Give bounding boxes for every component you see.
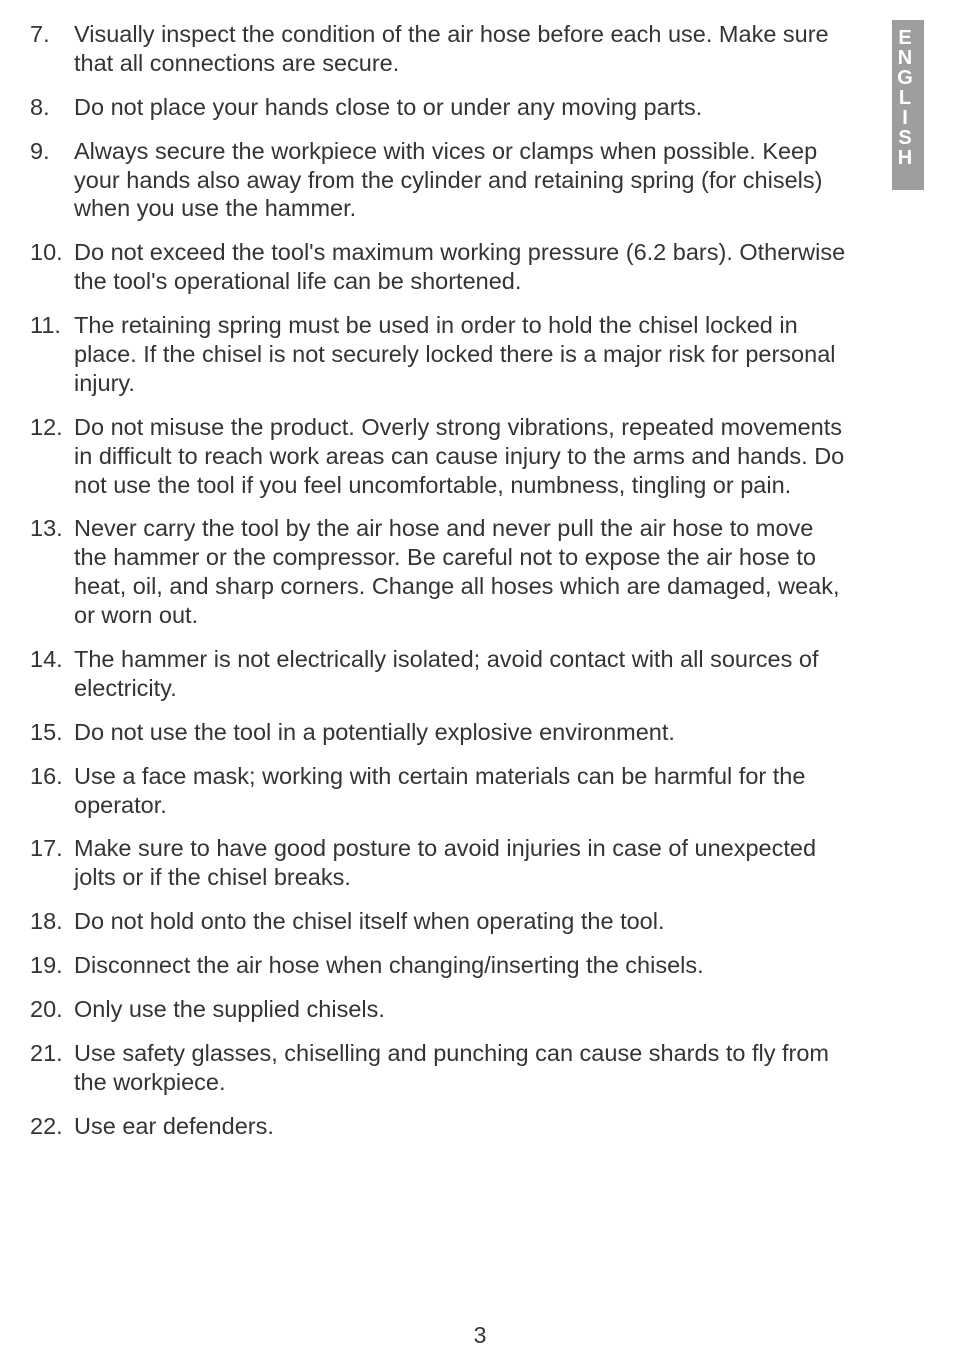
list-item-number: 10. (30, 238, 74, 267)
list-item: 22. Use ear defenders. (30, 1112, 850, 1141)
list-item: 8. Do not place your hands close to or u… (30, 93, 850, 122)
list-item-text: Use safety glasses, chiselling and punch… (74, 1039, 850, 1097)
manual-page: E N G L I S H 7. Visually inspect the co… (0, 0, 960, 1367)
list-item: 17. Make sure to have good posture to av… (30, 834, 850, 892)
language-tab-letter: G (897, 68, 919, 88)
list-item-number: 16. (30, 762, 74, 791)
list-item-text: Do not use the tool in a potentially exp… (74, 718, 850, 747)
list-item-text: Never carry the tool by the air hose and… (74, 514, 850, 630)
list-item-number: 22. (30, 1112, 74, 1141)
list-item-number: 8. (30, 93, 74, 122)
list-item: 7. Visually inspect the condition of the… (30, 20, 850, 78)
list-item-number: 13. (30, 514, 74, 543)
list-item: 18. Do not hold onto the chisel itself w… (30, 907, 850, 936)
list-item-text: Visually inspect the condition of the ai… (74, 20, 850, 78)
language-tab-letter: S (898, 128, 917, 148)
list-item: 14. The hammer is not electrically isola… (30, 645, 850, 703)
list-item-text: Always secure the workpiece with vices o… (74, 137, 850, 224)
list-item-text: Do not exceed the tool's maximum working… (74, 238, 850, 296)
list-item: 16. Use a face mask; working with certai… (30, 762, 850, 820)
list-item-number: 17. (30, 834, 74, 863)
list-item: 9. Always secure the workpiece with vice… (30, 137, 850, 224)
list-item-number: 7. (30, 20, 74, 49)
list-item-text: Use a face mask; working with certain ma… (74, 762, 850, 820)
list-item: 20. Only use the supplied chisels. (30, 995, 850, 1024)
list-item-number: 21. (30, 1039, 74, 1068)
list-item-text: Do not place your hands close to or unde… (74, 93, 850, 122)
list-item-number: 20. (30, 995, 74, 1024)
list-item-text: Only use the supplied chisels. (74, 995, 850, 1024)
list-item: 10. Do not exceed the tool's maximum wor… (30, 238, 850, 296)
list-item-number: 18. (30, 907, 74, 936)
list-item-text: Use ear defenders. (74, 1112, 850, 1141)
list-item: 21. Use safety glasses, chiselling and p… (30, 1039, 850, 1097)
page-number: 3 (0, 1322, 960, 1349)
language-tab-letter: H (898, 148, 918, 168)
list-item-text: The retaining spring must be used in ord… (74, 311, 850, 398)
list-item: 11. The retaining spring must be used in… (30, 311, 850, 398)
list-item: 15. Do not use the tool in a potentially… (30, 718, 850, 747)
language-tab-letter: L (899, 88, 917, 108)
list-item: 12. Do not misuse the product. Overly st… (30, 413, 850, 500)
list-item: 13. Never carry the tool by the air hose… (30, 514, 850, 630)
list-item-number: 11. (30, 311, 74, 340)
list-item-number: 19. (30, 951, 74, 980)
list-item-number: 14. (30, 645, 74, 674)
list-item-number: 9. (30, 137, 74, 166)
list-item-number: 12. (30, 413, 74, 442)
list-item-text: Disconnect the air hose when changing/in… (74, 951, 850, 980)
list-item-text: Do not hold onto the chisel itself when … (74, 907, 850, 936)
list-item: 19. Disconnect the air hose when changin… (30, 951, 850, 980)
list-item-number: 15. (30, 718, 74, 747)
language-tab-letter: I (902, 108, 914, 128)
language-tab-letter: E (898, 28, 917, 48)
list-item-text: The hammer is not electrically isolated;… (74, 645, 850, 703)
safety-instruction-list: 7. Visually inspect the condition of the… (30, 20, 850, 1141)
list-item-text: Do not misuse the product. Overly strong… (74, 413, 850, 500)
language-tab: E N G L I S H (892, 20, 924, 190)
language-tab-letter: N (898, 48, 918, 68)
list-item-text: Make sure to have good posture to avoid … (74, 834, 850, 892)
